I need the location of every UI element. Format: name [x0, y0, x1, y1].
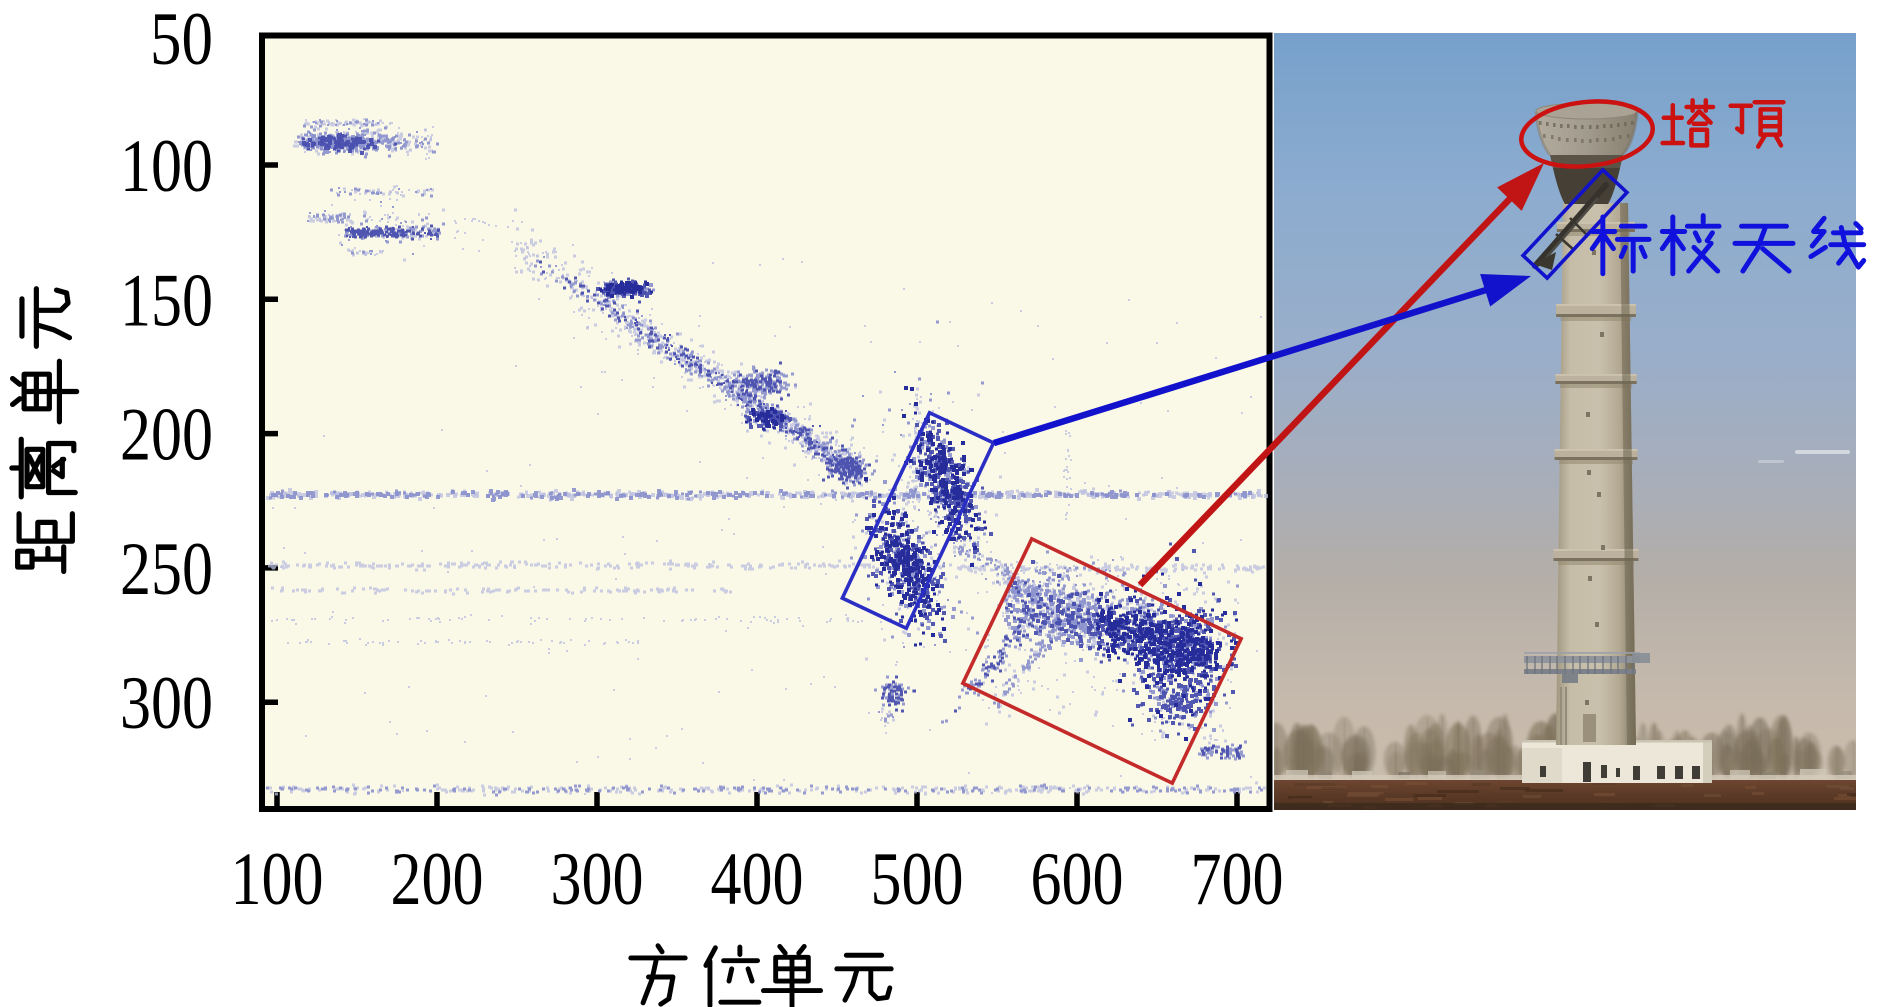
svg-text:200: 200 — [120, 394, 213, 477]
svg-text:700: 700 — [1191, 838, 1284, 921]
svg-text:400: 400 — [711, 838, 804, 921]
svg-text:600: 600 — [1031, 838, 1124, 921]
svg-text:250: 250 — [120, 528, 213, 611]
svg-text:50: 50 — [150, 0, 213, 81]
svg-text:150: 150 — [120, 259, 213, 342]
svg-text:100: 100 — [231, 838, 324, 921]
svg-text:300: 300 — [120, 662, 213, 745]
svg-text:200: 200 — [391, 838, 484, 921]
svg-text:100: 100 — [120, 125, 213, 208]
svg-text:300: 300 — [551, 838, 644, 921]
svg-text:500: 500 — [871, 838, 964, 921]
